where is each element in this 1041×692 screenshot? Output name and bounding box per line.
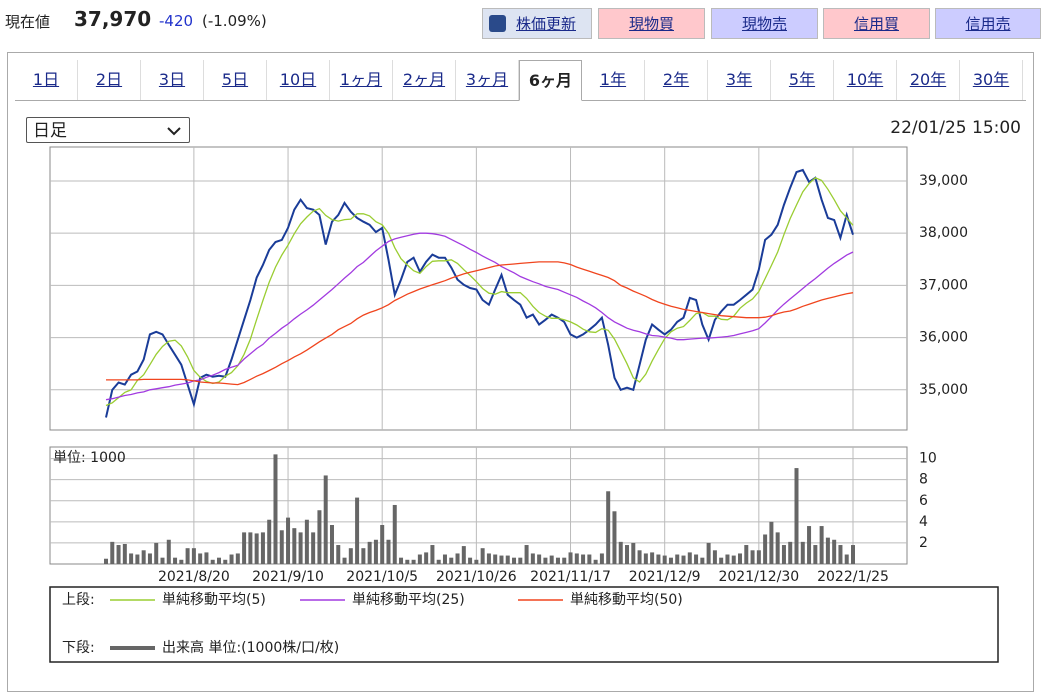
period-tab[interactable]: 1ヶ月 <box>330 60 393 100</box>
period-tab[interactable]: 2日 <box>78 60 141 100</box>
current-price: 37,970 <box>74 7 152 31</box>
action-button[interactable]: 信用買 <box>823 8 930 39</box>
action-button[interactable]: 信用売 <box>935 8 1041 39</box>
select-value: 日足 <box>33 121 67 141</box>
price-change: -420 <box>159 12 194 30</box>
period-tab[interactable]: 1年 <box>582 60 645 100</box>
period-tab[interactable]: 10年 <box>834 60 897 100</box>
period-tabs: 1日 2日 3日 5日 10日 1ヶ月 2ヶ月 3ヶ月 6ヶ月 1年 2年 3年 5年 10年 20年 30年 <box>15 60 1026 101</box>
period-tab[interactable]: 3年 <box>708 60 771 100</box>
select-arrow <box>167 127 181 136</box>
period-tab[interactable]: 3ヶ月 <box>456 60 519 100</box>
action-button[interactable]: 現物売 <box>711 8 818 39</box>
period-tab[interactable]: 30年 <box>960 60 1023 100</box>
timestamp: 22/01/25 15:00 <box>890 118 1021 138</box>
period-tab[interactable]: 2ヶ月 <box>393 60 456 100</box>
price-label: 現在値 <box>5 13 51 31</box>
period-tab[interactable]: 6ヶ月 <box>519 60 582 101</box>
period-tab[interactable]: 10日 <box>267 60 330 100</box>
price-change-pct: (-1.09%) <box>202 12 267 30</box>
period-tab[interactable]: 1日 <box>15 60 78 100</box>
period-tab[interactable]: 20年 <box>897 60 960 100</box>
period-tab[interactable]: 5日 <box>204 60 267 100</box>
refresh-icon <box>489 15 506 32</box>
period-tab[interactable]: 3日 <box>141 60 204 100</box>
period-tab[interactable]: 5年 <box>771 60 834 100</box>
action-button[interactable]: 現物買 <box>598 8 705 39</box>
page: 現在値 37,970 -420 (-1.09%) 株価更新 現物買 現物売 信用買 信用… <box>5 7 1041 692</box>
period-tab[interactable]: 2年 <box>645 60 708 100</box>
interval-select[interactable]: 日足 <box>26 117 190 143</box>
chart-panel <box>7 52 1034 692</box>
